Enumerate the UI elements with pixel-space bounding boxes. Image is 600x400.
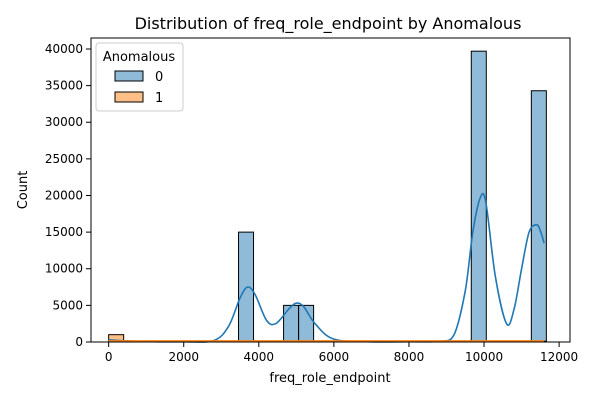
bar-series-0 [530, 90, 547, 343]
legend-title: Anomalous [103, 50, 176, 65]
legend-swatch-0 [114, 70, 144, 82]
x-tick-label: 0 [105, 350, 113, 364]
legend-label-0: 0 [155, 70, 163, 85]
x-axis-label: freq_role_endpoint [269, 371, 390, 386]
x-tick-label: 4000 [244, 350, 275, 364]
y-tick-label: 0 [75, 335, 83, 349]
y-tick-label: 10000 [45, 262, 83, 276]
y-tick-label: 40000 [45, 42, 83, 56]
x-axis: 0 2000 4000 6000 8000 10000 12000 [105, 342, 578, 364]
y-tick-label: 25000 [45, 152, 83, 166]
x-tick-label: 10000 [465, 350, 503, 364]
series-0-bars [238, 50, 547, 343]
x-tick-label: 8000 [394, 350, 425, 364]
y-tick-label: 30000 [45, 115, 83, 129]
legend: Anomalous 0 1 [95, 42, 184, 112]
legend-swatch-1 [114, 91, 144, 103]
y-tick-label: 15000 [45, 225, 83, 239]
y-tick-label: 35000 [45, 79, 83, 93]
bar-series-0 [283, 304, 300, 343]
y-axis: 0 5000 10000 15000 20000 25000 30000 35000 40000 [45, 42, 91, 349]
y-tick-label: 5000 [52, 298, 83, 312]
kde-lines [108, 192, 545, 343]
x-tick-label: 6000 [319, 350, 350, 364]
plot-frame [90, 37, 571, 343]
x-tick-label: 2000 [168, 350, 199, 364]
legend-label-1: 1 [155, 91, 163, 106]
y-axis-label: Count [16, 171, 31, 210]
chart-title: Distribution of freq_role_endpoint by An… [135, 14, 522, 34]
x-tick-label: 12000 [540, 350, 578, 364]
y-tick-label: 20000 [45, 188, 83, 202]
